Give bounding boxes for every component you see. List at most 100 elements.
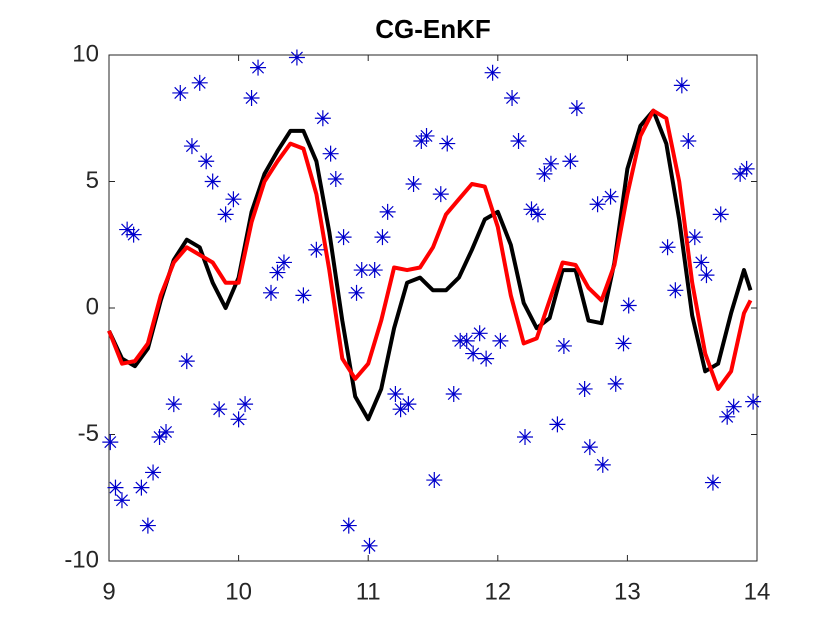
observation-marker: [366, 262, 383, 279]
observation-marker: [335, 229, 352, 246]
observation-marker: [667, 282, 684, 299]
observation-marker: [432, 186, 449, 203]
y-tick-label: -5: [78, 420, 99, 447]
observation-marker: [439, 135, 456, 152]
observation-marker: [243, 90, 260, 107]
observation-marker: [374, 229, 391, 246]
x-tick-label: 12: [484, 578, 511, 605]
observation-marker: [379, 203, 396, 220]
x-tick-label: 9: [102, 578, 115, 605]
observation-marker: [719, 408, 736, 425]
observation-marker: [445, 386, 462, 403]
observation-marker: [712, 206, 729, 223]
x-tick-label: 13: [614, 578, 641, 605]
observation-marker: [145, 464, 162, 481]
observation-marker: [133, 479, 150, 496]
observation-marker: [225, 191, 242, 208]
observation-marker: [673, 77, 690, 94]
observation-marker: [510, 133, 527, 150]
observation-marker: [400, 396, 417, 413]
observation-marker: [698, 267, 715, 284]
observation-marker: [158, 423, 175, 440]
observation-marker: [523, 201, 540, 218]
observation-marker: [204, 173, 221, 190]
observation-marker: [576, 380, 593, 397]
y-tick-label: -10: [64, 546, 99, 573]
observation-marker: [517, 429, 534, 446]
observation-marker: [581, 439, 598, 456]
observation-marker: [107, 479, 124, 496]
observation-marker: [680, 133, 697, 150]
observation-marker: [237, 396, 254, 413]
observation-marker: [211, 401, 228, 418]
observation-marker: [549, 416, 566, 433]
observation-marker: [504, 90, 521, 107]
observation-marker: [275, 254, 292, 271]
observation-marker: [738, 160, 755, 177]
observation-marker: [602, 188, 619, 205]
observation-marker: [322, 145, 339, 162]
y-tick-label: 0: [86, 293, 99, 320]
observation-marker: [165, 396, 182, 413]
observation-marker: [745, 393, 762, 410]
x-tick-label: 11: [356, 578, 381, 605]
observation-marker: [484, 64, 501, 81]
observation-marker: [198, 153, 215, 170]
observation-marker: [217, 206, 234, 223]
observation-marker: [269, 264, 286, 281]
observation-marker: [151, 429, 168, 446]
observation-marker: [348, 284, 365, 301]
observation-marker: [529, 206, 546, 223]
observation-marker: [704, 474, 721, 491]
observation-marker: [191, 74, 208, 91]
observation-marker: [250, 59, 267, 76]
observation-marker: [542, 155, 559, 172]
observation-marker: [693, 254, 710, 271]
observation-marker: [172, 84, 189, 101]
observation-marker: [686, 229, 703, 246]
observation-marker: [594, 456, 611, 473]
observation-marker: [555, 337, 572, 354]
observation-marker: [327, 170, 344, 187]
observation-marker: [405, 176, 422, 193]
observation-marker: [113, 492, 130, 509]
line-series: [107, 108, 753, 391]
observation-marker: [314, 110, 331, 127]
observation-marker: [426, 472, 443, 489]
observation-marker: [353, 262, 370, 279]
observation-marker: [589, 196, 606, 213]
x-tick-label: 10: [225, 578, 252, 605]
observation-marker: [471, 325, 488, 342]
plot-frame: [108, 54, 758, 562]
x-tick-label: 14: [744, 578, 771, 605]
observation-marker: [125, 226, 142, 243]
observation-marker: [458, 332, 475, 349]
observation-marker: [659, 239, 676, 256]
observation-marker: [492, 332, 509, 349]
observation-marker: [102, 434, 119, 451]
observation-marker: [288, 49, 305, 66]
observation-marker: [230, 411, 247, 428]
observation-marker: [392, 401, 409, 418]
observation-marker: [620, 297, 637, 314]
observation-marker: [418, 127, 435, 144]
observation-marker: [119, 221, 136, 238]
y-tick-label: 5: [86, 167, 99, 194]
observation-marker: [465, 345, 482, 362]
observation-marker: [183, 138, 200, 155]
y-tick-label: 10: [72, 40, 99, 67]
observation-marker: [295, 287, 312, 304]
observation-marker: [361, 537, 378, 554]
observation-marker: [139, 517, 156, 534]
chart-title: CG-EnKF: [375, 14, 491, 44]
observation-marker: [568, 100, 585, 117]
observation-marker: [607, 375, 624, 392]
observation-marker: [263, 284, 279, 301]
observation-marker: [732, 165, 749, 182]
observation-marker: [725, 398, 742, 415]
observation-marker: [615, 335, 632, 352]
observation-marker: [340, 517, 357, 534]
observation-marker: [536, 165, 553, 182]
observation-marker: [308, 241, 325, 258]
